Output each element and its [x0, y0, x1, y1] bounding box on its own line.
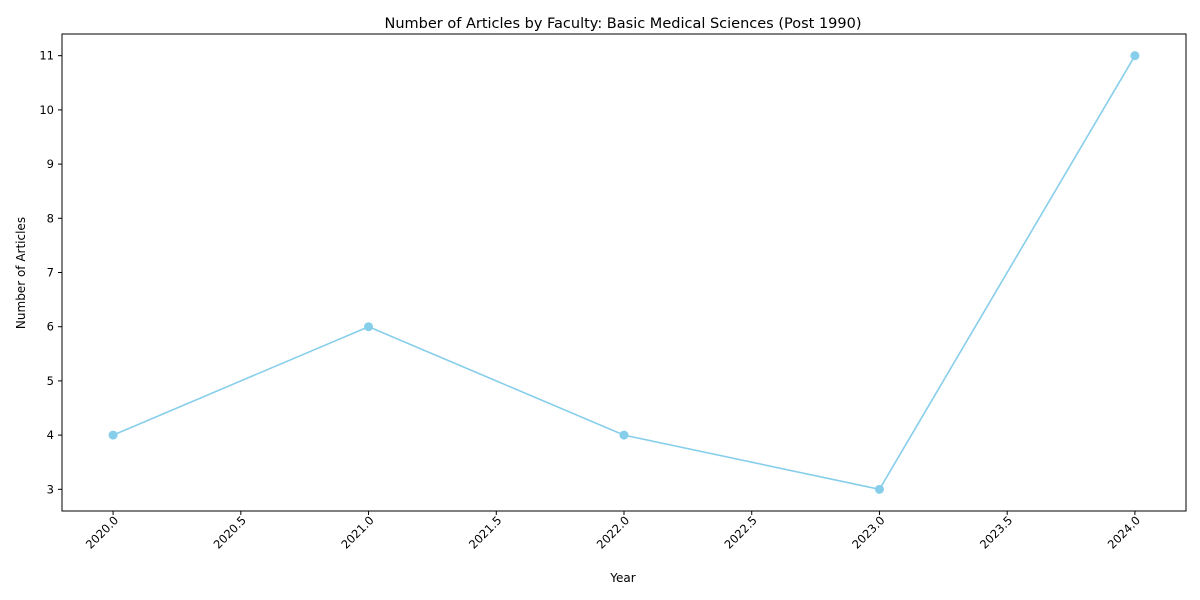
x-tick-label: 2021.5: [466, 513, 504, 551]
x-tick-label: 2022.5: [721, 513, 759, 551]
series-layer: [108, 51, 1140, 494]
x-tick-label: 2020.5: [211, 513, 249, 551]
y-tick-label: 9: [47, 157, 54, 171]
x-tick-label: 2020.0: [83, 513, 121, 551]
chart-title: Number of Articles by Faculty: Basic Med…: [385, 16, 862, 32]
x-tick-label: 2024.0: [1105, 513, 1143, 551]
y-tick-label: 11: [39, 49, 54, 63]
tick-layer: 2020.0 2020.5 2021.0 2021.5 2022.0 2022.5 2023…: [39, 49, 1143, 552]
y-tick-label: 7: [47, 266, 54, 280]
y-tick-label: 10: [39, 103, 54, 117]
data-point: [108, 430, 118, 440]
x-tick-label: 2022.0: [594, 513, 632, 551]
data-point: [364, 322, 374, 332]
x-tick-label: 2023.0: [849, 513, 887, 551]
y-tick-label: 5: [47, 374, 54, 388]
y-axis-label: Number of Articles: [14, 217, 28, 329]
y-tick-label: 6: [47, 320, 54, 334]
data-point: [619, 430, 629, 440]
data-point: [874, 484, 884, 494]
y-tick-label: 4: [47, 428, 54, 442]
y-tick-label: 3: [47, 482, 54, 496]
x-axis-label: Year: [609, 571, 635, 585]
data-point: [1130, 51, 1140, 61]
y-tick-label: 8: [47, 211, 54, 225]
x-tick-label: 2021.0: [338, 513, 376, 551]
series-line: [112, 55, 1136, 491]
x-tick-label: 2023.5: [977, 513, 1015, 551]
